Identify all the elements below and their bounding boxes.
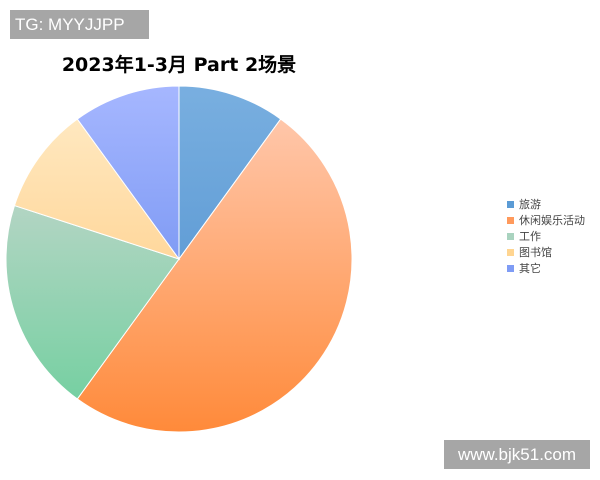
- pie-slice-1: [76, 118, 353, 433]
- legend-item: 其它: [507, 260, 585, 276]
- legend-item: 休闲娱乐活动: [507, 212, 585, 228]
- legend-item: 工作: [507, 228, 585, 244]
- legend-swatch: [507, 232, 514, 240]
- watermark-top-left: TG: MYYJJPP: [10, 10, 149, 39]
- watermark-bottom-right: www.bjk51.com: [444, 440, 590, 469]
- pie-slice-4: [76, 85, 180, 261]
- pie-slice-2: [5, 204, 180, 400]
- legend-label: 工作: [519, 230, 541, 243]
- pie-slice-0: [178, 85, 282, 261]
- legend-label: 图书馆: [519, 246, 552, 259]
- legend-swatch: [507, 200, 514, 208]
- legend-label: 旅游: [519, 198, 541, 211]
- chart-title: 2023年1-3月 Part 2场景: [61, 54, 297, 76]
- legend-item: 图书馆: [507, 244, 585, 260]
- legend: 旅游休闲娱乐活动 工作图书馆其它: [507, 196, 585, 276]
- legend-item: 旅游: [507, 196, 585, 212]
- legend-swatch: [507, 264, 514, 272]
- legend-label: 其它: [519, 262, 541, 275]
- legend-swatch: [507, 248, 514, 256]
- pie-slice-3: [13, 118, 181, 260]
- legend-swatch: [507, 216, 514, 224]
- legend-label: 休闲娱乐活动: [519, 214, 585, 227]
